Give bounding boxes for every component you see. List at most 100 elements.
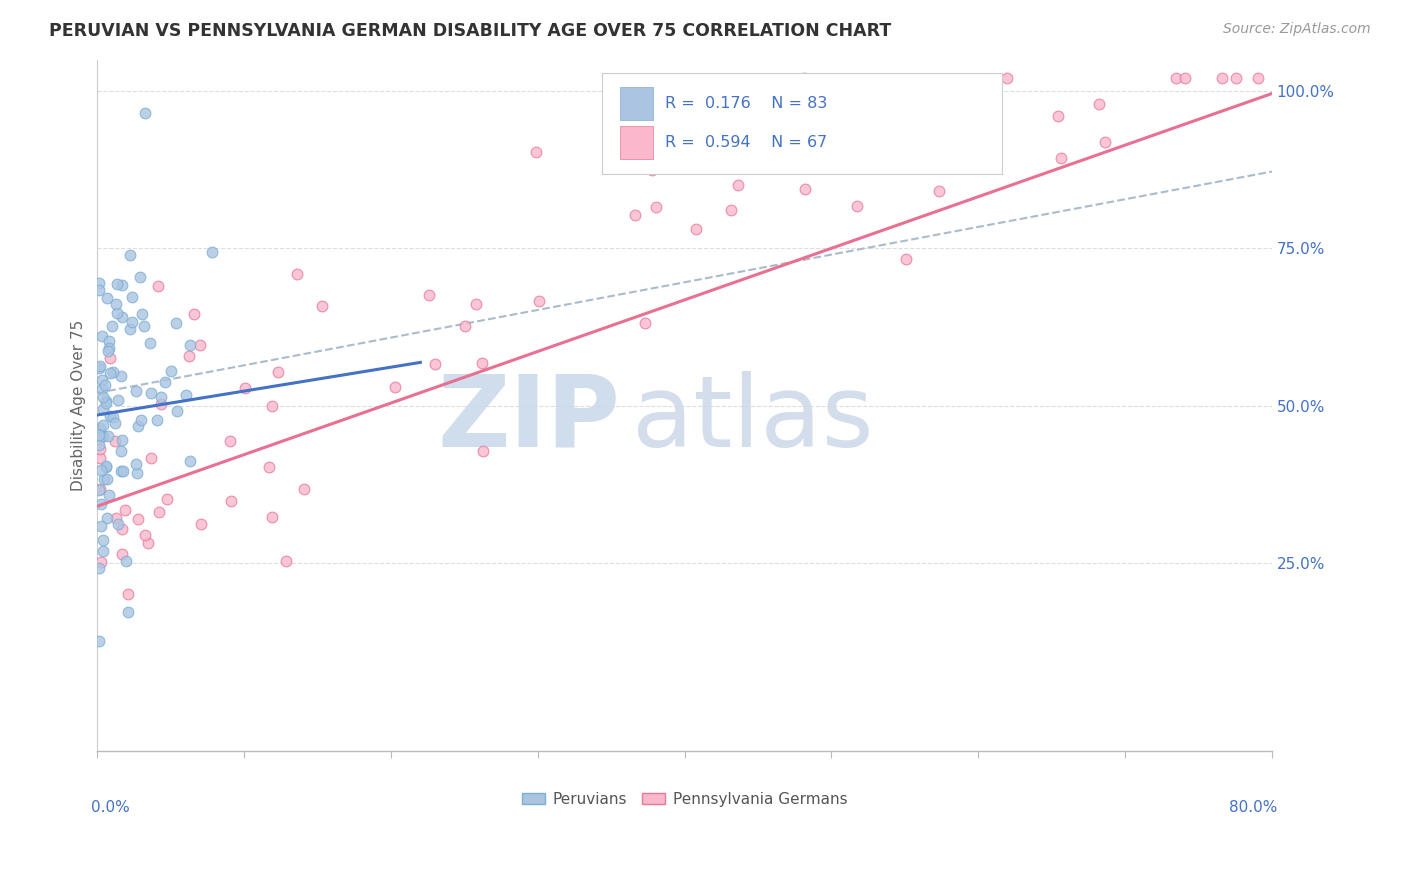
Point (118, 247, 141, 261)
Point (311, 299, 333, 313)
Point (134, 106, 156, 120)
Point (418, 288, 440, 302)
Point (111, 434, 134, 448)
Point (96, 511, 118, 525)
Point (112, 464, 135, 478)
Point (94, 378, 117, 392)
Point (96, 472, 118, 486)
Point (1174, 71, 1197, 86)
Point (90, 463, 112, 477)
Point (87, 561, 110, 575)
Point (257, 460, 280, 475)
Point (148, 505, 170, 519)
Point (87, 633, 110, 648)
Point (472, 444, 495, 458)
Point (89, 421, 111, 435)
Point (111, 547, 134, 561)
Point (285, 268, 308, 282)
Point (136, 535, 159, 549)
Point (104, 511, 127, 525)
Point (107, 392, 129, 407)
Y-axis label: Disability Age Over 75: Disability Age Over 75 (72, 320, 86, 491)
Point (87, 276, 110, 290)
Point (1166, 71, 1188, 86)
Point (90, 373, 112, 387)
Point (149, 390, 172, 404)
Point (685, 222, 707, 236)
Point (471, 356, 494, 370)
Point (129, 270, 152, 285)
Point (146, 278, 169, 293)
Legend: Peruvians, Pennsylvania Germans: Peruvians, Pennsylvania Germans (516, 786, 853, 813)
Point (292, 482, 315, 496)
Point (91, 390, 114, 404)
Point (101, 319, 124, 334)
Point (118, 322, 141, 336)
Point (179, 454, 201, 468)
Point (995, 71, 1018, 86)
Bar (620, 126, 652, 160)
Point (93, 472, 115, 486)
Point (183, 307, 205, 321)
Text: R =  0.176    N = 83: R = 0.176 N = 83 (665, 96, 827, 112)
Point (111, 277, 134, 292)
Point (105, 277, 128, 291)
Point (125, 457, 148, 471)
Point (89, 423, 111, 437)
Point (103, 410, 125, 425)
Point (104, 434, 127, 449)
Point (98, 342, 121, 356)
Point (125, 466, 148, 480)
Point (104, 416, 127, 430)
Point (156, 491, 179, 506)
Point (91, 417, 114, 432)
Point (139, 336, 162, 351)
Point (89, 442, 111, 456)
Point (121, 315, 143, 329)
Point (166, 404, 188, 418)
Point (267, 365, 290, 379)
Point (89, 359, 111, 373)
Point (524, 145, 547, 160)
Point (150, 397, 173, 411)
Point (90, 328, 112, 343)
Point (793, 71, 815, 86)
Point (794, 182, 817, 196)
Point (111, 310, 134, 325)
Point (91, 544, 114, 558)
Point (153, 375, 176, 389)
FancyBboxPatch shape (602, 73, 1001, 174)
Point (641, 163, 664, 178)
Point (1094, 135, 1116, 149)
Point (87, 438, 110, 452)
Point (97, 344, 120, 359)
Point (94, 396, 117, 410)
Point (101, 365, 124, 379)
Point (87, 361, 110, 376)
Point (727, 178, 749, 192)
Point (896, 252, 918, 267)
Point (90, 555, 112, 569)
Text: atlas: atlas (631, 371, 873, 468)
Point (1225, 71, 1247, 86)
Point (129, 413, 152, 427)
Text: PERUVIAN VS PENNSYLVANIA GERMAN DISABILITY AGE OVER 75 CORRELATION CHART: PERUVIAN VS PENNSYLVANIA GERMAN DISABILI… (49, 22, 891, 40)
Point (91, 401, 114, 416)
Point (105, 306, 128, 320)
Point (105, 297, 128, 311)
Text: 0.0%: 0.0% (91, 800, 131, 815)
Point (91, 533, 114, 548)
Point (703, 123, 725, 137)
Point (115, 554, 138, 568)
Point (134, 528, 156, 542)
Point (139, 386, 162, 401)
Point (624, 209, 647, 223)
Point (98, 488, 121, 502)
Point (165, 316, 187, 330)
Point (219, 493, 242, 508)
Point (98, 409, 121, 423)
Point (91, 383, 114, 397)
Point (127, 419, 149, 434)
Point (125, 384, 148, 398)
Point (96, 291, 118, 305)
